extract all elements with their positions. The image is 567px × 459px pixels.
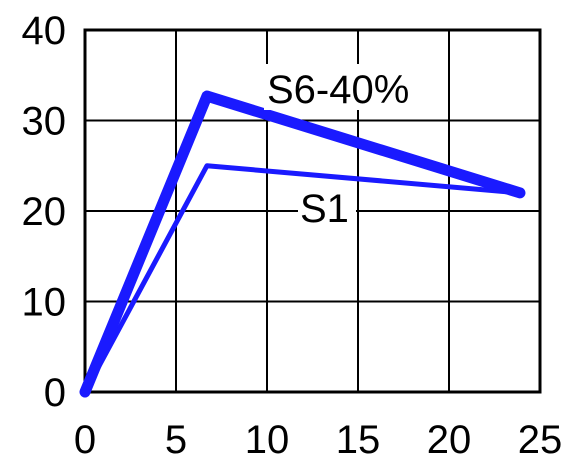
y-tick-label-2: 20 [22,190,67,234]
series-label-s1: S1 [298,186,356,231]
x-tick-label-4: 20 [427,418,472,459]
series-label-s6: S6-40% [264,64,438,112]
series-layer [85,96,520,392]
series-label-s1-text: S1 [300,187,349,231]
x-tick-label-0: 0 [74,418,96,459]
y-tick-label-3: 30 [22,100,67,144]
y-tick-label-4: 40 [22,9,67,53]
y-tick-label-0: 0 [44,371,66,415]
x-tick-label-2: 10 [245,418,290,459]
series-line-s6-40 [85,96,520,392]
x-tick-label-5: 25 [518,418,563,459]
y-tick-label-1: 10 [22,281,67,325]
x-tick-label-3: 15 [336,418,381,459]
series-label-s6-text: S6-40% [267,68,409,112]
x-tick-label-1: 5 [165,418,187,459]
